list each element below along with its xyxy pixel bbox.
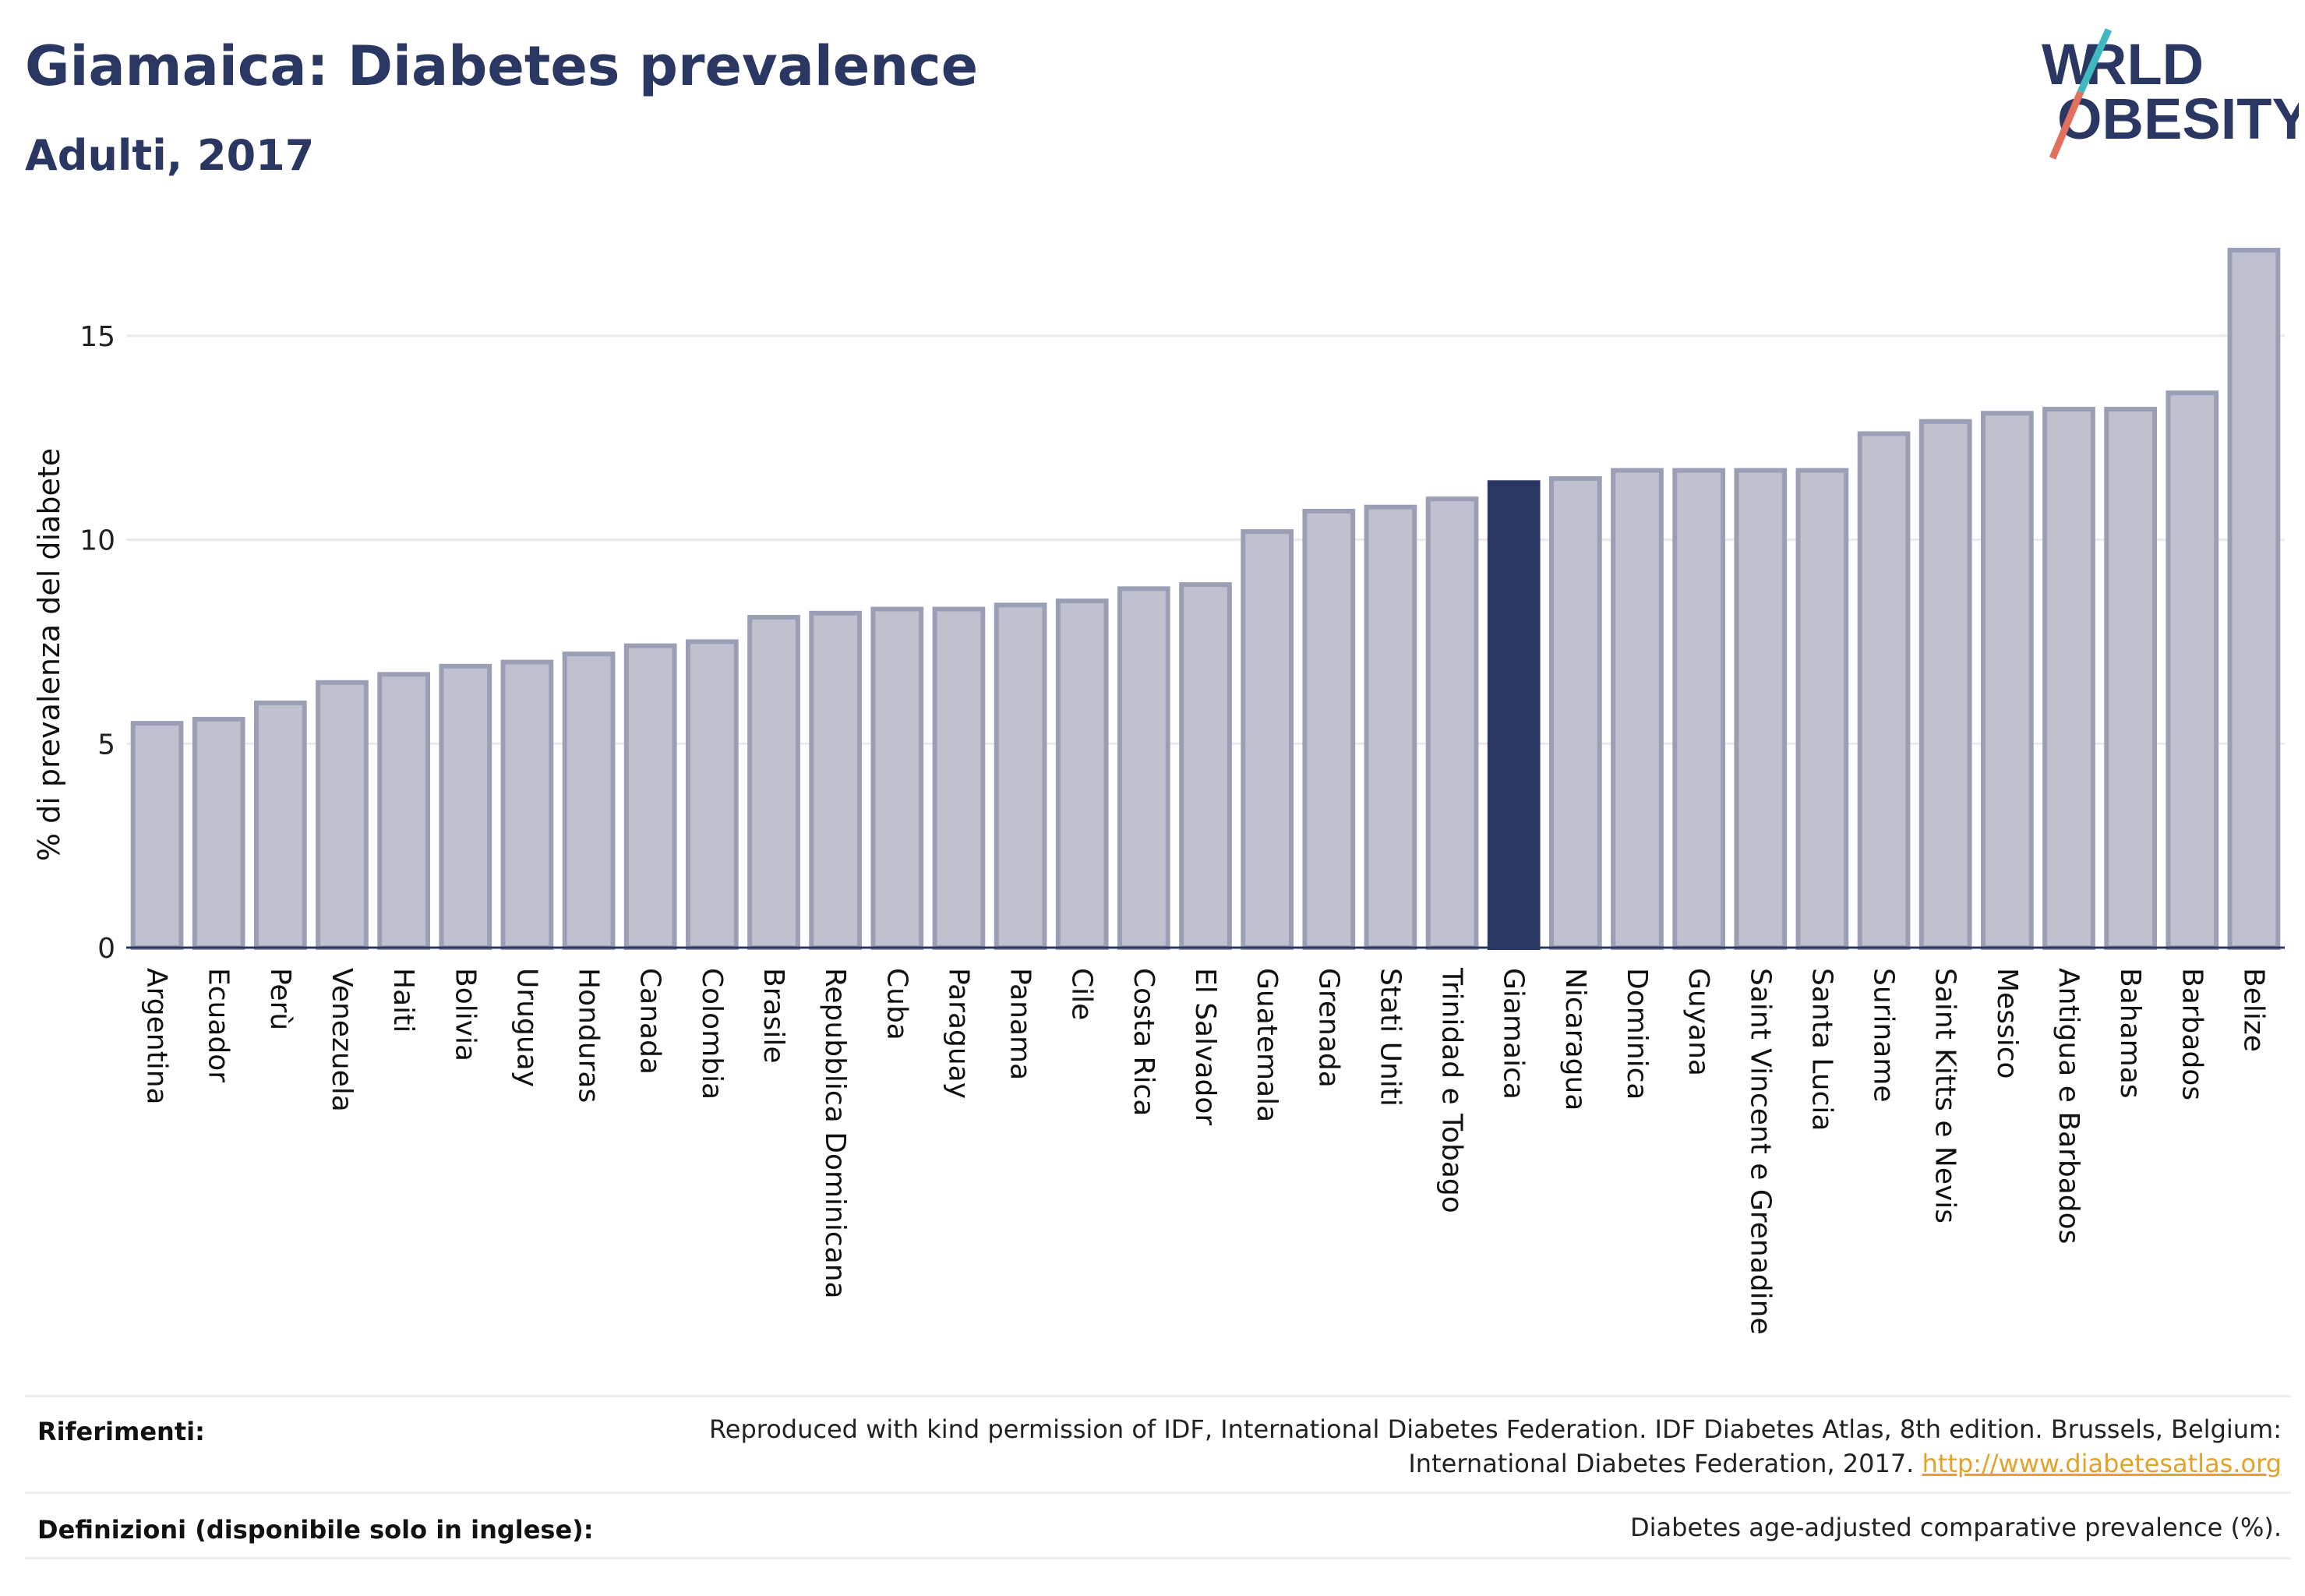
bar-canada[interactable] bbox=[623, 643, 677, 950]
logo-slash-coral bbox=[2049, 90, 2084, 160]
bar-uruguay[interactable] bbox=[500, 659, 554, 950]
bar-antigua-e-barbados[interactable] bbox=[2042, 407, 2095, 950]
x-tick-label: Guatemala bbox=[1251, 968, 1283, 1122]
bar-bolivia[interactable] bbox=[439, 663, 492, 950]
bar-dominica[interactable] bbox=[1611, 468, 1664, 950]
footer-divider bbox=[25, 1395, 2291, 1397]
chart-title: Giamaica: Diabetes prevalence bbox=[25, 34, 979, 98]
x-tick-label: Uruguay bbox=[510, 968, 542, 1087]
x-tick-label: Nicaragua bbox=[1559, 968, 1591, 1110]
references-label: Riferimenti: bbox=[37, 1417, 205, 1446]
x-tick-label: Panama bbox=[1004, 968, 1036, 1080]
bar-nicaragua[interactable] bbox=[1548, 476, 1602, 950]
x-tick-label: Antigua e Barbados bbox=[2053, 968, 2084, 1244]
footer-divider bbox=[25, 1492, 2291, 1494]
x-tick-label: Paraguay bbox=[942, 968, 974, 1099]
bar-per-[interactable] bbox=[253, 700, 307, 950]
x-tick-label: Colombia bbox=[696, 968, 728, 1100]
bar-saint-vincent-e-grenadine[interactable] bbox=[1734, 468, 1788, 950]
bar-suriname[interactable] bbox=[1857, 431, 1911, 950]
bar-bahamas[interactable] bbox=[2104, 407, 2158, 950]
bar-cile[interactable] bbox=[1055, 598, 1109, 950]
y-tick-label: 10 bbox=[79, 525, 115, 557]
x-tick-label: Messico bbox=[1991, 968, 2023, 1079]
definitions-label: Definizioni (disponibile solo in inglese… bbox=[37, 1515, 594, 1545]
x-tick-label: Venezuela bbox=[326, 968, 358, 1112]
x-tick-label: Belize bbox=[2237, 968, 2269, 1052]
bar-grenada[interactable] bbox=[1302, 508, 1356, 950]
bar-honduras[interactable] bbox=[562, 651, 616, 950]
bar-stati-uniti[interactable] bbox=[1364, 504, 1417, 950]
definitions-text: Diabetes age-adjusted comparative preval… bbox=[1630, 1513, 2282, 1542]
x-tick-label: Guyana bbox=[1682, 968, 1714, 1076]
bar-costa-rica[interactable] bbox=[1117, 586, 1170, 951]
x-tick-label: Cile bbox=[1066, 968, 1098, 1020]
y-tick-label: 15 bbox=[79, 321, 115, 353]
bar-giamaica[interactable] bbox=[1487, 480, 1541, 950]
bar-saint-kitts-e-nevis[interactable] bbox=[1918, 418, 1972, 950]
x-tick-label: Costa Rica bbox=[1128, 968, 1160, 1116]
bar-venezuela[interactable] bbox=[316, 680, 369, 950]
x-tick-label: Trinidad e Tobago bbox=[1436, 967, 1468, 1213]
x-tick-label: Dominica bbox=[1621, 968, 1653, 1100]
x-tick-label: Suriname bbox=[1868, 968, 1900, 1103]
chart-subtitle: Adulti, 2017 bbox=[25, 131, 315, 180]
x-tick-label: Perù bbox=[264, 968, 296, 1030]
bar-paraguay[interactable] bbox=[932, 606, 986, 950]
x-tick-label: Santa Lucia bbox=[1806, 968, 1837, 1131]
x-tick-label: Honduras bbox=[573, 968, 605, 1103]
bar-trinidad-e-tobago[interactable] bbox=[1425, 496, 1479, 950]
bar-panama[interactable] bbox=[994, 602, 1047, 950]
x-tick-label: Repubblica Dominicana bbox=[819, 968, 851, 1299]
references-link[interactable]: http://www.diabetesatlas.org bbox=[1922, 1449, 2282, 1478]
references-line-1: Reproduced with kind permission of IDF, … bbox=[708, 1414, 2282, 1444]
x-tick-label: Giamaica bbox=[1498, 968, 1530, 1100]
footer-divider bbox=[25, 1557, 2291, 1559]
bar-colombia[interactable] bbox=[685, 639, 739, 951]
x-tick-label: Ecuador bbox=[203, 968, 235, 1082]
bar-guyana[interactable] bbox=[1672, 468, 1726, 950]
bar-guatemala[interactable] bbox=[1241, 529, 1294, 950]
y-tick-label: 0 bbox=[97, 933, 115, 965]
x-tick-label: El Salvador bbox=[1189, 968, 1221, 1125]
x-tick-label: Barbados bbox=[2176, 968, 2208, 1100]
bar-messico[interactable] bbox=[1980, 411, 2034, 950]
logo-slash-teal bbox=[2077, 28, 2113, 94]
bar-barbados[interactable] bbox=[2166, 390, 2219, 950]
bar-el-salvador[interactable] bbox=[1179, 582, 1232, 950]
bar-repubblica-dominicana[interactable] bbox=[809, 610, 863, 950]
bar-argentina[interactable] bbox=[130, 721, 184, 950]
y-axis-label: % di prevalenza del diabete bbox=[32, 448, 66, 861]
x-tick-label: Haiti bbox=[387, 968, 419, 1033]
bar-haiti[interactable] bbox=[377, 672, 431, 950]
world-obesity-logo: W RLD OBESITY bbox=[2042, 28, 2299, 160]
bar-ecuador[interactable] bbox=[192, 716, 245, 950]
x-tick-label: Stati Uniti bbox=[1374, 968, 1406, 1107]
axes: 0 5 10 15 Argentina Ecuador Perù Venezuela Haiti… bbox=[79, 321, 2285, 1335]
x-tick-label: Cuba bbox=[881, 968, 912, 1040]
bar-cuba[interactable] bbox=[870, 606, 924, 950]
references-line-2: International Diabetes Federation, 2017. bbox=[1408, 1449, 1915, 1478]
bar-brasile[interactable] bbox=[747, 615, 800, 950]
x-tick-label: Grenada bbox=[1312, 968, 1344, 1088]
bar-chart: 0 5 10 15 Argentina Ecuador Perù Venezuela Haiti… bbox=[32, 247, 2285, 1335]
x-tick-label: Saint Kitts e Nevis bbox=[1929, 968, 1961, 1223]
x-tick-label: Argentina bbox=[141, 968, 173, 1105]
x-tick-label: Bolivia bbox=[449, 968, 481, 1061]
x-tick-label: Saint Vincent e Grenadine bbox=[1744, 968, 1776, 1335]
x-tick-label: Canada bbox=[634, 968, 666, 1075]
references-text: Reproduced with kind permission of IDF, … bbox=[709, 1412, 2282, 1481]
x-tick-label: Brasile bbox=[757, 968, 789, 1063]
y-tick-label: 5 bbox=[97, 729, 115, 761]
logo-line-obesity: OBESITY bbox=[2057, 87, 2299, 151]
bars bbox=[130, 247, 2281, 951]
bar-santa-lucia[interactable] bbox=[1795, 468, 1849, 950]
bar-belize[interactable] bbox=[2227, 247, 2281, 950]
x-tick-label: Bahamas bbox=[2114, 968, 2146, 1099]
